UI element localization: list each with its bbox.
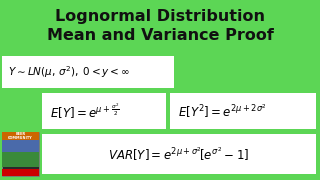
Bar xyxy=(42,134,316,174)
Bar xyxy=(42,93,166,129)
Bar xyxy=(2,132,39,140)
Bar xyxy=(2,169,39,176)
Text: $E[Y^2] = e^{2\mu + 2\sigma^2}$: $E[Y^2] = e^{2\mu + 2\sigma^2}$ xyxy=(178,102,267,120)
Text: $E[Y] = e^{\mu + \frac{\sigma^2}{2}}$: $E[Y] = e^{\mu + \frac{\sigma^2}{2}}$ xyxy=(50,101,120,121)
Bar xyxy=(2,152,39,167)
Text: BEER
COMMUNITY: BEER COMMUNITY xyxy=(8,132,33,140)
Text: Mean and Variance Proof: Mean and Variance Proof xyxy=(47,28,273,44)
Bar xyxy=(2,132,39,176)
Text: $Y \sim LN(\mu,\, \sigma^2),\; 0 < y < \infty$: $Y \sim LN(\mu,\, \sigma^2),\; 0 < y < \… xyxy=(8,64,130,80)
Text: Lognormal Distribution: Lognormal Distribution xyxy=(55,8,265,24)
Bar xyxy=(2,132,39,152)
Bar xyxy=(170,93,316,129)
Bar xyxy=(2,56,174,88)
Text: $VAR[Y] = e^{2\mu + \sigma^2}\![e^{\sigma^2} - 1]$: $VAR[Y] = e^{2\mu + \sigma^2}\![e^{\sigm… xyxy=(108,145,250,163)
